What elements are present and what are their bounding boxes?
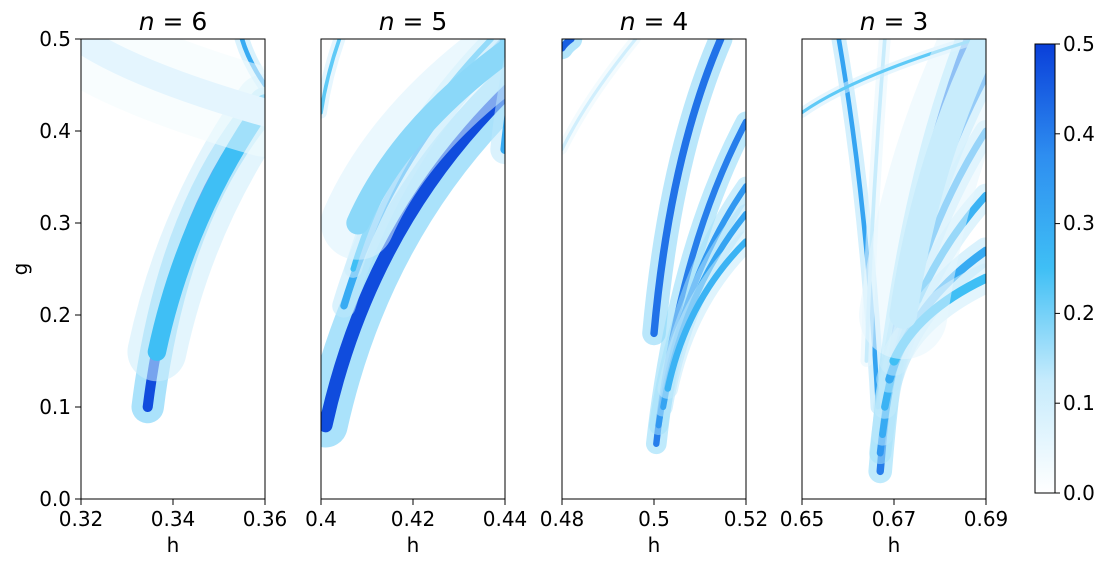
x-tick-label: 0.65 <box>780 507 825 531</box>
colorbar: 0.0 0.1 0.2 0.3 0.4 0.5 <box>1034 32 1095 505</box>
x-tick-label: 0.44 <box>483 507 528 531</box>
y-axis-label: g <box>8 263 32 276</box>
panel-heatmap <box>81 39 265 424</box>
x-axis-label: h <box>648 533 661 557</box>
x-axis: 0.65 0.67 0.69 h <box>780 499 1009 557</box>
x-tick-label: 0.67 <box>872 507 917 531</box>
panel-heatmap <box>802 39 986 484</box>
heatmap-band <box>562 39 575 52</box>
y-tick-label: 0.0 <box>39 487 71 511</box>
x-axis-label: h <box>888 533 901 557</box>
y-tick-label: 0.3 <box>39 211 71 235</box>
heatmap-band <box>81 39 265 127</box>
colorbar-tick-label: 0.2 <box>1063 301 1095 325</box>
panel-title: n = 3 <box>860 7 929 36</box>
x-tick-label: 0.34 <box>151 507 196 531</box>
x-axis: 0.48 0.5 0.52 h <box>540 499 769 557</box>
x-axis-label: h <box>167 533 180 557</box>
x-tick-label: 0.32 <box>59 507 104 531</box>
x-tick-label: 0.36 <box>243 507 288 531</box>
heatmap-band <box>889 39 986 329</box>
heatmap-band <box>500 111 505 154</box>
x-tick-label: 0.48 <box>540 507 585 531</box>
panel-n3: n = 3 0.65 0.67 0.69 h <box>780 7 1009 557</box>
panel-title: n = 6 <box>139 7 208 36</box>
x-axis-label: h <box>407 533 420 557</box>
x-tick-label: 0.42 <box>391 507 436 531</box>
heatmap-band-glow <box>490 54 505 165</box>
x-tick-label: 0.5 <box>638 507 670 531</box>
colorbar-tick-label: 0.4 <box>1063 122 1095 146</box>
heatmap-band <box>321 39 342 115</box>
x-tick-label: 0.4 <box>305 507 337 531</box>
panel-title: n = 4 <box>620 7 689 36</box>
colorbar-tick-label: 0.0 <box>1063 481 1095 505</box>
y-axis: 0.0 0.1 0.2 0.3 0.4 0.5 <box>39 27 81 511</box>
panel-title: n = 5 <box>379 7 448 36</box>
panel-n6: n = 6 0.0 0.1 0.2 0.3 0.4 0.5 0.32 0.34 … <box>39 7 287 557</box>
heatmap-band <box>650 39 725 338</box>
y-tick-label: 0.1 <box>39 395 71 419</box>
heatmap-band <box>664 238 746 392</box>
heatmap-band <box>321 84 505 433</box>
panel-heatmap <box>562 39 746 455</box>
x-axis: 0.32 0.34 0.36 h <box>59 499 288 557</box>
colorbar-tick-label: 0.5 <box>1063 32 1095 56</box>
panel-n4: n = 4 0.48 0.5 0.52 h <box>540 7 769 557</box>
x-axis: 0.4 0.42 0.44 h <box>305 499 527 557</box>
y-tick-label: 0.2 <box>39 303 71 327</box>
y-tick-label: 0.5 <box>39 27 71 51</box>
y-tick-label: 0.4 <box>39 119 71 143</box>
panel-n5: n = 5 0.4 0.42 0.44 h <box>305 7 527 557</box>
heatmap-band <box>346 39 505 235</box>
colorbar-gradient <box>1034 43 1056 494</box>
heatmap-band <box>562 39 638 151</box>
panel-heatmap <box>321 39 505 448</box>
colorbar-tick-label: 0.1 <box>1063 391 1095 415</box>
x-tick-label: 0.52 <box>724 507 769 531</box>
x-tick-label: 0.69 <box>964 507 1009 531</box>
colorbar-tick-label: 0.3 <box>1063 211 1095 235</box>
